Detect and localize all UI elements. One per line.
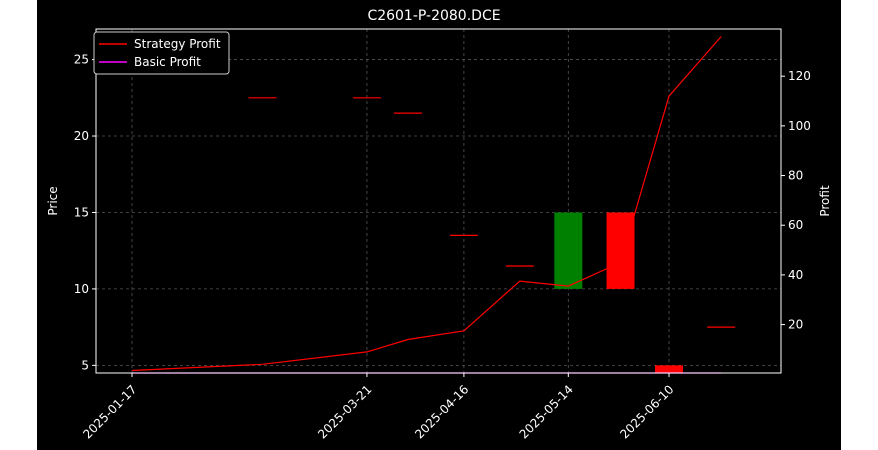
y-axis-left-label: Price — [46, 186, 60, 215]
candle-layer — [248, 97, 736, 373]
grid-layer — [96, 29, 781, 373]
x-tick-label: 2025-01-17 — [80, 382, 139, 441]
y-axis-right-label: Profit — [818, 185, 832, 217]
y-right-tick-label: 20 — [788, 318, 803, 332]
line-layer — [131, 36, 722, 374]
y-right-tick-label: 60 — [788, 218, 803, 232]
y-left-tick-label: 20 — [74, 129, 89, 143]
candle-down — [606, 212, 635, 289]
legend-label-strategy: Strategy Profit — [134, 37, 221, 51]
legend: Strategy Profit Basic Profit — [93, 31, 230, 75]
y-right-tick-label: 80 — [788, 169, 803, 183]
y-left-tick-label: 5 — [81, 358, 89, 372]
x-tick-label: 2025-05-14 — [517, 382, 576, 441]
y-left-tick-label: 10 — [74, 282, 89, 296]
candle-down — [655, 365, 683, 373]
y-right-tick-label: 120 — [788, 69, 811, 83]
x-tick-label: 2025-06-10 — [617, 382, 676, 441]
chart-figure: 2025-01-17 2025-03-21 2025-04-16 2025-05-14… — [37, 0, 841, 450]
chart-svg: 2025-01-17 2025-03-21 2025-04-16 2025-05-14… — [46, 8, 832, 442]
y-left-tick-label: 25 — [74, 53, 89, 67]
y-right-tick-label: 40 — [788, 268, 803, 282]
chart-title: C2601-P-2080.DCE — [367, 8, 500, 24]
candle-up — [554, 212, 583, 289]
tick-layer: 2025-01-17 2025-03-21 2025-04-16 2025-05-14… — [74, 53, 811, 442]
y-left-tick-label: 15 — [74, 205, 89, 219]
series-line-strategy-profit — [131, 36, 722, 372]
x-tick-label: 2025-04-16 — [412, 382, 471, 441]
legend-label-basic: Basic Profit — [134, 55, 201, 69]
x-tick-label: 2025-03-21 — [315, 382, 374, 441]
y-right-tick-label: 100 — [788, 119, 811, 133]
legend-box — [93, 31, 230, 75]
plot-frame — [95, 28, 782, 374]
